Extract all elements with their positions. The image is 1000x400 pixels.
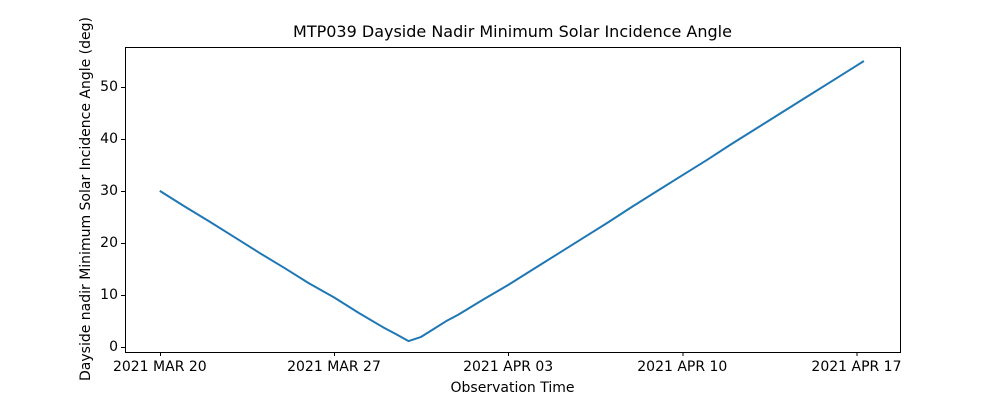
y-tick-label: 20 (100, 234, 118, 251)
y-tick-label: 40 (100, 130, 118, 147)
y-tick-label: 50 (100, 79, 118, 95)
data-line (159, 60, 865, 343)
x-tick-label: 2021 APR 03 (463, 359, 554, 375)
x-tick-label: 2021 MAR 27 (287, 359, 381, 375)
chart-title: MTP039 Dayside Nadir Minimum Solar Incid… (293, 22, 732, 41)
x-axis-label: Observation Time (450, 380, 575, 396)
y-tick-label: 30 (100, 182, 118, 199)
x-tick-label: 2021 APR 10 (637, 359, 728, 375)
x-tick-label: 2021 APR 17 (811, 359, 902, 375)
x-tick-label: 2021 MAR 20 (112, 359, 207, 375)
y-tick-label: 0 (109, 338, 118, 355)
y-tick-label: 10 (100, 286, 118, 303)
plot-border (125, 47, 901, 353)
